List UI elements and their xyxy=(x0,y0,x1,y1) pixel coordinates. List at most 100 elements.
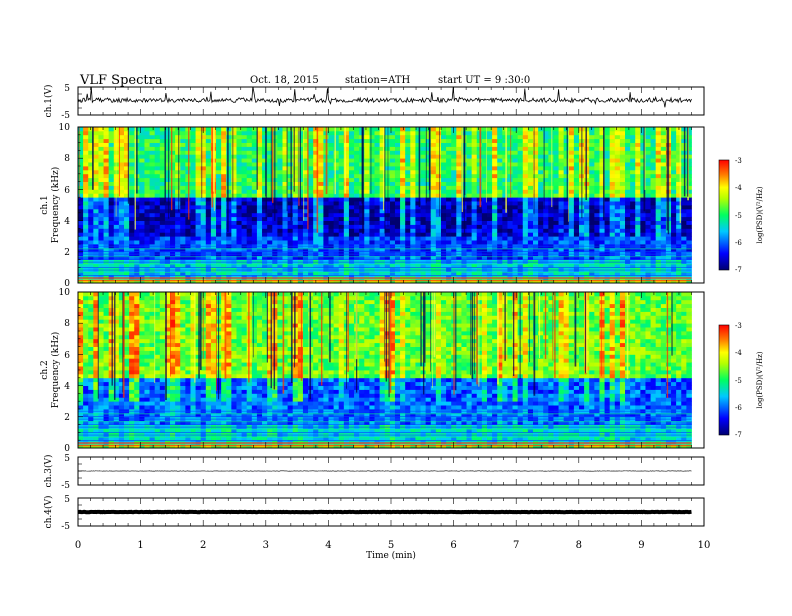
spectrogram-cell xyxy=(288,139,294,143)
spectrogram-cell xyxy=(329,217,335,221)
spectrogram-cell xyxy=(298,232,304,236)
spectrogram-cell xyxy=(579,267,585,271)
spectrogram-cell xyxy=(405,228,411,232)
spectrogram-cell xyxy=(497,150,503,154)
spectrogram-cell xyxy=(436,232,442,236)
spectrogram-cell xyxy=(170,201,176,205)
spectrogram-cell xyxy=(180,213,186,217)
spectrogram-cell xyxy=(645,147,651,151)
spectrogram-cell xyxy=(88,271,94,275)
spectrogram-cell xyxy=(196,213,202,217)
spectrogram-cell xyxy=(364,154,370,158)
spectrogram-cell xyxy=(380,205,386,209)
spectrogram-cell xyxy=(605,147,611,151)
spectrogram-cell xyxy=(615,174,621,178)
spectrogram-cell xyxy=(226,189,232,193)
spectrogram-cell xyxy=(502,217,508,221)
spectrogram-cell xyxy=(277,217,283,221)
spectrogram-cell xyxy=(257,236,263,240)
spectrogram-cell xyxy=(308,193,314,197)
spectrogram-cell xyxy=(594,225,600,229)
spectrogram-cell xyxy=(492,154,498,158)
spectrogram-cell xyxy=(318,170,324,174)
spectrogram-cell xyxy=(308,217,314,221)
spectrogram-cell xyxy=(93,166,99,170)
spectrogram-cell xyxy=(334,236,340,240)
spectrogram-cell xyxy=(497,154,503,158)
spectrogram-cell xyxy=(293,154,299,158)
spectrogram-cell xyxy=(349,197,355,201)
spectrogram-cell xyxy=(446,127,452,131)
spectrogram-cell xyxy=(467,236,473,240)
spectrogram-cell xyxy=(329,189,335,193)
spectrogram-cell xyxy=(139,170,145,174)
spectrogram-cell xyxy=(436,236,442,240)
spectrogram-cell xyxy=(502,225,508,229)
spectrogram-cell xyxy=(201,209,207,213)
spectrogram-cell xyxy=(589,182,595,186)
spectrogram-cell xyxy=(615,205,621,209)
spectrogram-cell xyxy=(93,127,99,131)
spectrogram-cell xyxy=(380,178,386,182)
spectrogram-cell xyxy=(139,162,145,166)
spectrogram-cell xyxy=(267,193,273,197)
spectrogram-cell xyxy=(114,193,120,197)
spectrogram-cell xyxy=(492,170,498,174)
spectrogram-cell xyxy=(451,150,457,154)
spectrogram-cell xyxy=(196,193,202,197)
spectrogram-cell xyxy=(98,166,104,170)
spectrogram-cell xyxy=(656,271,662,275)
spectrogram-cell xyxy=(421,193,427,197)
spectrogram-cell xyxy=(390,217,396,221)
spectrogram-cell xyxy=(329,127,335,131)
spectrogram-cell xyxy=(538,166,544,170)
spectrogram-cell xyxy=(334,186,340,190)
spectrogram-cell xyxy=(318,143,324,147)
spectrogram-cell xyxy=(252,186,258,190)
spectrogram-cell xyxy=(247,131,253,135)
spectrogram-cell xyxy=(211,221,217,225)
spectrogram-cell xyxy=(645,225,651,229)
spectrogram-cell xyxy=(400,213,406,217)
spectrogram-cell xyxy=(231,201,237,205)
spectrogram-cell xyxy=(497,236,503,240)
spectrogram-cell xyxy=(272,232,278,236)
spectrogram-cell xyxy=(472,147,478,151)
spectrogram-cell xyxy=(114,143,120,147)
spectrogram-cell xyxy=(303,271,309,275)
station-label: station=ATH xyxy=(345,75,411,86)
spectrogram-cell xyxy=(216,205,222,209)
spectrogram-cell xyxy=(594,170,600,174)
spectrogram-cell xyxy=(492,174,498,178)
spectrogram-cell xyxy=(487,271,493,275)
spectrogram-cell xyxy=(671,143,677,147)
spectrogram-cell xyxy=(267,221,273,225)
spectrogram-cell xyxy=(257,189,263,193)
spectrogram-cell xyxy=(615,213,621,217)
spectrogram-cell xyxy=(354,221,360,225)
spectrogram-cell xyxy=(104,236,110,240)
spectrogram-cell xyxy=(410,139,416,143)
spectrogram-cell xyxy=(451,213,457,217)
spectrogram-cell xyxy=(323,236,329,240)
spectrogram-cell xyxy=(170,135,176,139)
spectrogram-cell xyxy=(645,217,651,221)
spectrogram-cell xyxy=(298,221,304,225)
spectrogram-cell xyxy=(569,221,575,225)
spectrogram-cell xyxy=(334,139,340,143)
spectrogram-cell xyxy=(104,217,110,221)
spectrogram-cell xyxy=(359,236,365,240)
spectrogram-cell xyxy=(589,225,595,229)
spectrogram-cell xyxy=(472,228,478,232)
spectrogram-cell xyxy=(451,189,457,193)
spectrogram-cell xyxy=(671,131,677,135)
spectrogram-cell xyxy=(405,209,411,213)
spectrogram-cell xyxy=(559,240,565,244)
spectrogram-cell xyxy=(436,170,442,174)
spectrogram-cell xyxy=(150,135,156,139)
spectrogram-cell xyxy=(349,135,355,139)
spectrogram-cell xyxy=(625,135,631,139)
spectrogram-cell xyxy=(610,205,616,209)
spectrogram-cell xyxy=(231,150,237,154)
spectrogram-cell xyxy=(226,182,232,186)
